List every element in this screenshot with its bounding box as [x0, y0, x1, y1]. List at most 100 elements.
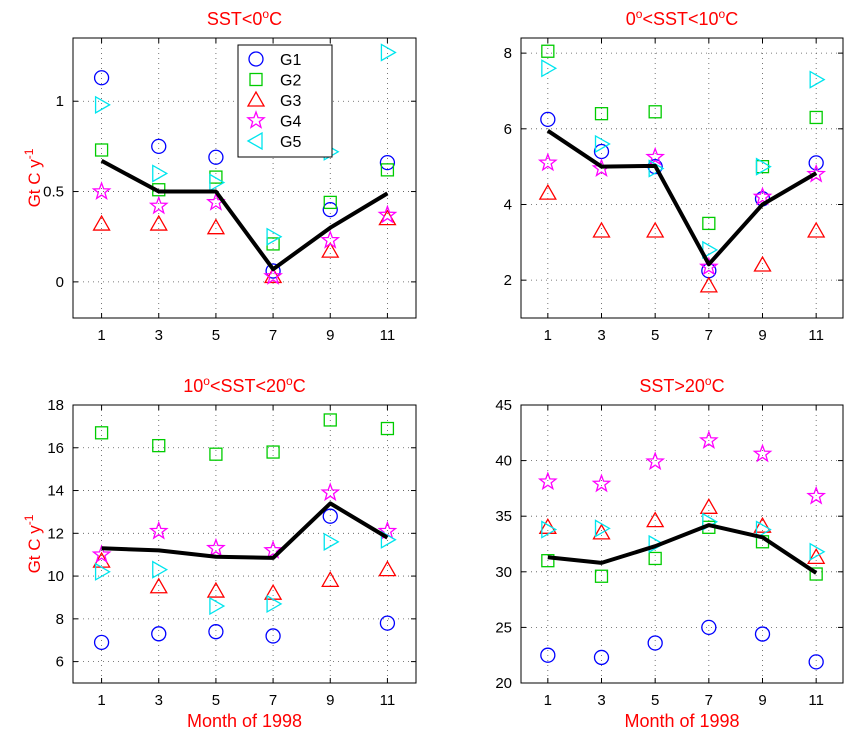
label-part: C [725, 9, 738, 29]
label-part: C [293, 376, 306, 396]
plot-area [73, 405, 416, 683]
legend-label: G3 [280, 93, 301, 110]
data-point-G4 [752, 443, 773, 463]
data-point-G4 [91, 544, 112, 564]
data-point-G5 [209, 173, 226, 192]
mean-line [101, 501, 389, 560]
panel-title: SST>20oC [639, 374, 724, 396]
data-point-G4 [148, 520, 169, 540]
x-tick-label: 3 [597, 692, 605, 709]
superscript: -1 [22, 148, 36, 159]
panel-title: 0o<SST<10oC [626, 7, 738, 29]
data-point-G3 [753, 516, 772, 533]
label-part: 10 [183, 376, 203, 396]
label-part: C [712, 376, 725, 396]
superscript: o [262, 7, 269, 21]
series-G1 [93, 70, 396, 279]
data-point-G4 [645, 451, 666, 471]
x-tick-label: 9 [758, 692, 766, 709]
series-G5 [541, 512, 826, 561]
data-point-G1 [647, 635, 663, 651]
data-point-G2 [152, 438, 166, 453]
data-point-G4 [320, 482, 341, 502]
x-tick-label: 3 [597, 327, 605, 344]
plot-area [521, 38, 843, 318]
data-point-G2 [380, 421, 395, 436]
data-point-G5 [809, 70, 826, 89]
y-tick-label: 20 [495, 675, 512, 692]
data-point-G2 [648, 105, 662, 119]
data-point-G4 [91, 181, 112, 200]
data-point-G5 [323, 532, 340, 551]
panel-title: SST<0oC [207, 7, 282, 29]
data-point-G2 [541, 44, 555, 58]
axes-frame [72, 37, 417, 319]
axes-frame [520, 37, 844, 319]
x-axis-label: Month of 1998 [187, 711, 302, 730]
x-tick-label: 3 [155, 692, 163, 709]
legend-marker-G4 [246, 110, 266, 129]
data-point-G5 [94, 95, 111, 114]
superscript: o [705, 374, 712, 388]
data-point-G2 [809, 110, 823, 125]
legend-label: G5 [280, 134, 301, 151]
data-point-G3 [321, 241, 340, 258]
axes-frame [72, 404, 417, 684]
y-axis-label: Gt C y-1 [22, 148, 44, 207]
data-point-G5 [94, 562, 111, 581]
mean-line [100, 159, 389, 272]
data-point-G4 [537, 152, 558, 172]
x-tick-label: 5 [651, 692, 659, 709]
data-point-G1 [808, 155, 824, 171]
data-point-G1 [151, 626, 167, 642]
data-point-G1 [593, 649, 610, 666]
label-part: 0 [626, 9, 636, 29]
data-point-G3 [149, 214, 168, 231]
data-point-G3 [753, 255, 772, 272]
superscript: o [286, 374, 293, 388]
data-point-G1 [808, 654, 824, 670]
data-point-G1 [265, 263, 281, 279]
y-tick-label: 35 [495, 508, 512, 525]
data-point-G2 [94, 143, 109, 157]
y-tick-label: 10 [47, 568, 64, 585]
data-point-G5 [755, 157, 772, 176]
label-part: <SST<10 [642, 9, 718, 29]
data-point-G3 [92, 214, 111, 231]
legend-label: G2 [280, 73, 301, 90]
data-point-G4 [320, 229, 341, 249]
data-point-G1 [322, 201, 338, 218]
data-point-G1 [540, 111, 556, 128]
y-tick-label: 18 [47, 397, 64, 414]
data-point-G5 [380, 43, 397, 62]
data-point-G3 [538, 518, 557, 534]
data-point-G5 [266, 227, 283, 246]
data-point-G5 [594, 134, 611, 154]
y-tick-label: 16 [47, 440, 64, 457]
y-tick-label: 12 [47, 525, 64, 542]
data-point-G3 [807, 548, 826, 564]
superscript: o [203, 374, 210, 388]
data-point-G1 [208, 624, 224, 640]
y-tick-label: 0.5 [43, 184, 64, 201]
legend-label: G1 [280, 52, 301, 69]
legend-marker-G2 [249, 72, 263, 87]
data-point-G4 [206, 537, 226, 557]
data-point-G2 [266, 445, 280, 459]
plot-area [521, 405, 843, 683]
panel-title: 10o<SST<20oC [183, 374, 305, 396]
data-point-G5 [380, 530, 397, 549]
x-tick-label: 9 [326, 327, 334, 344]
axes-frame [520, 404, 844, 684]
data-point-G3 [263, 267, 283, 284]
data-point-G2 [594, 107, 609, 121]
panel-1: 1 3 5 7 9 11 0 0.5 1 SST<0oC Gt C y-1 [22, 7, 417, 344]
y-tick-label: 6 [56, 654, 64, 671]
data-point-G1 [322, 508, 338, 524]
data-point-G1 [93, 70, 110, 86]
data-point-G4 [591, 473, 612, 493]
x-tick-label: 1 [544, 692, 552, 709]
series-G4 [537, 146, 827, 276]
x-tick-label: 9 [758, 327, 766, 344]
